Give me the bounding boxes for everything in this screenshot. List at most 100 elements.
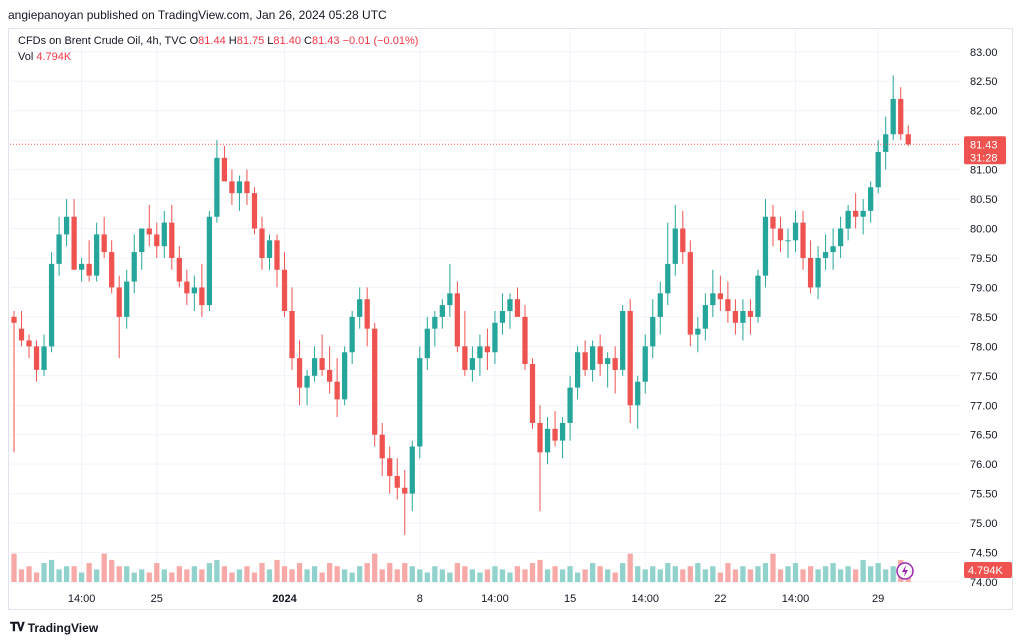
volume-bar <box>56 569 62 582</box>
volume-bar <box>424 572 430 582</box>
candle-body <box>725 299 731 311</box>
volume-bar <box>717 572 724 582</box>
candle-body <box>379 434 385 459</box>
y-tick-label: 78.50 <box>970 312 998 324</box>
volume-bar <box>274 559 280 582</box>
volume-bar <box>402 563 408 582</box>
volume-bar <box>687 566 693 582</box>
y-tick-label: 74.00 <box>970 577 998 589</box>
candle-body <box>199 287 205 306</box>
volume-bar <box>221 566 228 582</box>
volume-bar <box>507 572 513 582</box>
candle-body <box>717 293 724 300</box>
volume-bar <box>349 572 355 582</box>
volume-bar <box>311 566 318 582</box>
candle-body <box>259 228 265 258</box>
volume-bar <box>244 566 250 582</box>
volume-value: 4.794K <box>36 51 72 63</box>
volume-bar <box>860 559 866 582</box>
candle-body <box>822 252 829 258</box>
candle-body <box>792 222 799 241</box>
candle-body <box>898 98 904 135</box>
volume-bar <box>747 569 754 582</box>
x-tick-label: 29 <box>872 593 884 605</box>
candle-body <box>755 275 761 317</box>
candle-body <box>236 181 243 194</box>
volume-bar <box>124 566 130 582</box>
y-tick-label: 78.00 <box>970 341 998 353</box>
volume-bar <box>296 563 303 582</box>
volume-bar <box>387 563 393 582</box>
candle-body <box>815 257 821 288</box>
volume-bar <box>94 569 100 582</box>
price-tag-bg <box>964 136 1006 165</box>
volume-bar <box>822 566 829 582</box>
candle-body <box>522 316 528 365</box>
candle-body <box>770 216 776 229</box>
volume-bar <box>725 563 731 582</box>
candle-body <box>612 358 618 370</box>
candle-body <box>680 228 686 253</box>
volume-bar <box>11 553 17 582</box>
candle-body <box>853 210 859 217</box>
candle-body <box>800 222 806 258</box>
candle-body <box>695 328 701 335</box>
volume-bar <box>131 572 137 582</box>
volume-bar <box>169 572 175 582</box>
lightning-icon[interactable] <box>896 562 914 580</box>
volume-bar <box>33 572 40 582</box>
x-tick-label: 22 <box>714 593 726 605</box>
candle-body <box>657 293 663 317</box>
candle-body <box>101 234 107 253</box>
candle-body <box>191 287 197 294</box>
candle-body <box>221 157 228 182</box>
volume-bar <box>875 563 881 582</box>
footer-brand[interactable]: 𝐓𝐕 TradingView <box>10 620 98 635</box>
candle-body <box>169 222 175 258</box>
candle-body <box>139 228 145 253</box>
volume-bar <box>499 569 506 582</box>
candle-body <box>364 299 370 329</box>
y-tick-label: 83.00 <box>970 47 998 59</box>
volume-bar <box>582 569 588 582</box>
volume-bar <box>853 569 859 582</box>
volume-tag: 4.794K <box>964 562 1012 578</box>
volume-bar <box>71 566 77 582</box>
volume-label: Vol <box>18 51 34 63</box>
candle-body <box>281 269 288 311</box>
lightning-icon-bolt <box>902 565 908 577</box>
candle-body <box>11 316 17 323</box>
candle-body <box>890 98 896 135</box>
volume-bar <box>109 559 115 582</box>
volume-bar <box>890 566 896 582</box>
y-tick-label: 80.50 <box>970 194 998 206</box>
volume-bar <box>522 569 528 582</box>
candle-body <box>845 210 851 229</box>
candle-body <box>605 358 611 365</box>
candle-body <box>79 263 85 270</box>
volume-bar <box>597 566 603 582</box>
candle-body <box>837 228 844 247</box>
volume-bar <box>755 566 761 582</box>
volume-bar <box>883 569 889 582</box>
candle-body <box>176 257 182 282</box>
volume-bar <box>657 569 663 582</box>
volume-bar <box>574 572 581 582</box>
candle-body <box>424 328 430 359</box>
volume-bar <box>770 553 776 582</box>
volume-bar <box>589 563 596 582</box>
candle-body <box>537 422 543 453</box>
candle-body <box>627 311 633 406</box>
y-tick-label: 77.50 <box>970 371 998 383</box>
close-value: 81.43 <box>311 35 340 47</box>
volume-bar <box>477 572 483 582</box>
volume-bar <box>680 569 686 582</box>
low-label: L <box>267 35 274 47</box>
price-tag-countdown: 31:28 <box>970 152 998 164</box>
candle-body <box>868 187 874 211</box>
candle-body <box>274 240 280 270</box>
candle-body <box>214 157 220 217</box>
symbol-legend: CFDs on Brent Crude Oil, 4h, TVC O81.44 … <box>18 33 418 65</box>
volume-bar <box>372 553 378 582</box>
